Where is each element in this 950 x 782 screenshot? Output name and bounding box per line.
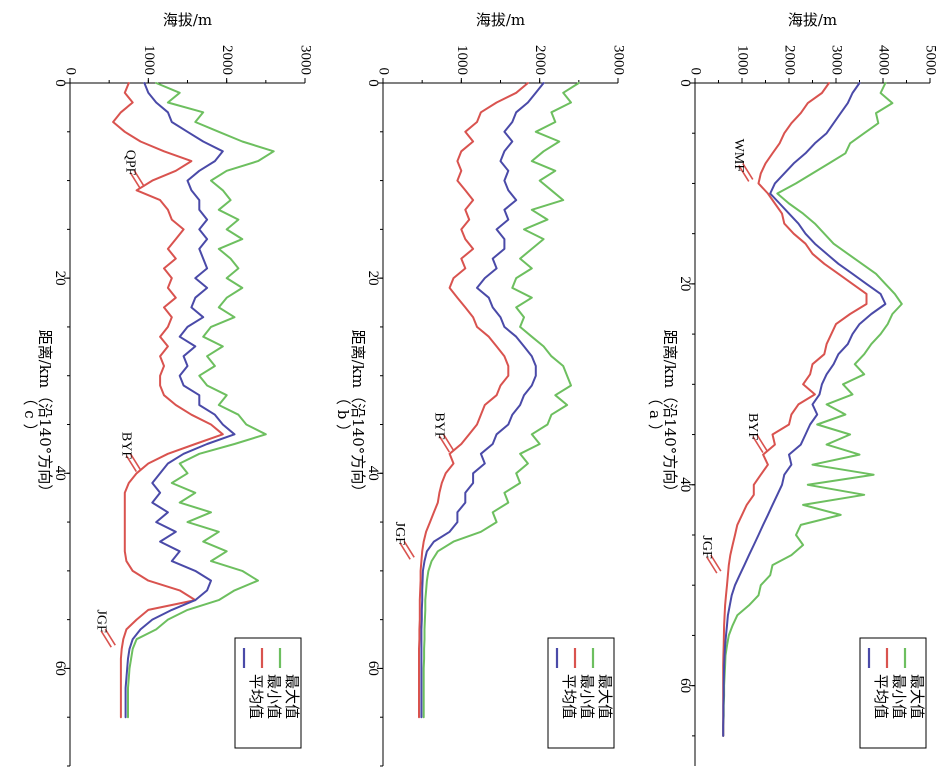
elevation-tick-label: 3000 <box>829 45 845 75</box>
elevation-tick-label: 3000 <box>298 45 314 75</box>
legend-label-mean: 平均值 <box>247 674 265 719</box>
elevation-axis-title: 海拔/m <box>476 11 525 29</box>
legend-box <box>547 637 615 749</box>
fault-arrow <box>133 170 145 187</box>
fault-label-byf: BYF <box>745 413 760 440</box>
legend-box <box>234 637 302 749</box>
chart-panel-3: 0 1000 2000 3000 0 20 40 60 海拔/m 距离/km（沿140°方向）（ … <box>21 11 314 767</box>
fault-arrow <box>129 172 141 189</box>
fault-label-jgf: JGF <box>392 522 407 546</box>
series-line-mean <box>124 82 236 719</box>
panel-label: （ a ） <box>646 390 664 438</box>
distance-tick-label: 60 <box>677 678 693 693</box>
fault-arrow <box>710 554 722 572</box>
distance-tick-label: 0 <box>52 79 68 87</box>
distance-axis-title: 距离/km（沿140°方向） <box>36 330 54 500</box>
fault-arrow <box>738 164 750 182</box>
series-line-min <box>112 82 224 719</box>
panel-label: （ b ） <box>334 390 352 439</box>
distance-tick-label: 40 <box>677 477 693 492</box>
elevation-axis-title: 海拔/m <box>163 11 212 29</box>
fault-arrow <box>125 455 138 472</box>
fault-arrow <box>438 435 451 453</box>
legend-label-mean: 平均值 <box>560 674 578 719</box>
fault-arrow <box>129 453 142 470</box>
legend-label-min: 最小值 <box>265 674 283 719</box>
series-line-min <box>722 82 868 737</box>
distance-axis-title: 距离/km（沿140°方向） <box>661 330 679 500</box>
series-line-mean <box>420 82 545 719</box>
chart-panel-1: 0 1000 2000 3000 4000 5000 0 20 40 60 海拔/m 距离/km（沿1… <box>646 11 939 766</box>
elevation-tick-label: 4000 <box>876 45 892 75</box>
legend-label-max: 最大值 <box>908 674 926 719</box>
distance-tick-label: 20 <box>52 271 68 286</box>
fault-arrow <box>399 542 411 560</box>
elevation-tick-label: 2000 <box>532 45 548 75</box>
fault-arrow <box>706 556 718 574</box>
elevation-tick-label: 0 <box>376 68 392 76</box>
series-line-max <box>722 82 903 737</box>
fault-arrow <box>100 630 112 648</box>
elevation-tick-label: 2000 <box>782 45 798 75</box>
series-line-mean <box>722 82 887 737</box>
distance-axis-title: 距离/km（沿140°方向） <box>349 330 367 500</box>
fault-label-byf: BYF <box>118 432 133 459</box>
distance-tick-label: 40 <box>365 466 381 481</box>
elevation-tick-label: 0 <box>63 68 79 76</box>
elevation-axis-title: 海拔/m <box>788 11 837 29</box>
distance-tick-label: 0 <box>677 79 693 87</box>
series-line-max <box>127 82 275 719</box>
legend-label-mean: 平均值 <box>872 674 890 719</box>
legend-box <box>859 637 927 749</box>
elevation-tick-label: 1000 <box>454 45 470 75</box>
chart-panel-2: 0 1000 2000 3000 0 20 40 60 海拔/m 距离/km（沿140°方向）（ … <box>334 11 627 767</box>
elevation-tick-label: 1000 <box>735 45 751 75</box>
elevation-tick-label: 3000 <box>611 45 627 75</box>
elevation-tick-label: 1000 <box>141 45 157 75</box>
elevation-tick-label: 5000 <box>923 45 939 75</box>
fault-label-wmf: WMF <box>731 139 746 173</box>
elevation-tick-label: 2000 <box>219 45 235 75</box>
series-line-min <box>418 82 529 719</box>
distance-tick-label: 20 <box>677 276 693 291</box>
series-line-max <box>422 82 580 719</box>
distance-tick-label: 40 <box>52 466 68 481</box>
fault-label-jgf: JGF <box>699 535 714 559</box>
legend-label-min: 最小值 <box>578 674 596 719</box>
fault-label-qpf: QPF <box>122 150 137 176</box>
distance-tick-label: 60 <box>365 661 381 676</box>
legend-label-max: 最大值 <box>596 674 614 719</box>
panel-label: （ c ） <box>21 391 39 439</box>
distance-tick-label: 0 <box>365 79 381 87</box>
fault-arrow <box>756 434 768 452</box>
fault-arrow <box>403 540 415 558</box>
legend-label-max: 最大值 <box>283 674 301 719</box>
elevation-tick-label: 0 <box>688 68 704 76</box>
fault-arrow <box>104 628 116 646</box>
legend-label-min: 最小值 <box>890 674 908 719</box>
fault-arrow <box>742 162 754 180</box>
fault-label-jgf: JGF <box>93 609 108 633</box>
fault-label-byf: BYF <box>431 412 446 439</box>
fault-arrow <box>442 433 455 451</box>
distance-tick-label: 60 <box>52 661 68 676</box>
distance-tick-label: 20 <box>365 271 381 286</box>
fault-arrow <box>752 436 764 454</box>
